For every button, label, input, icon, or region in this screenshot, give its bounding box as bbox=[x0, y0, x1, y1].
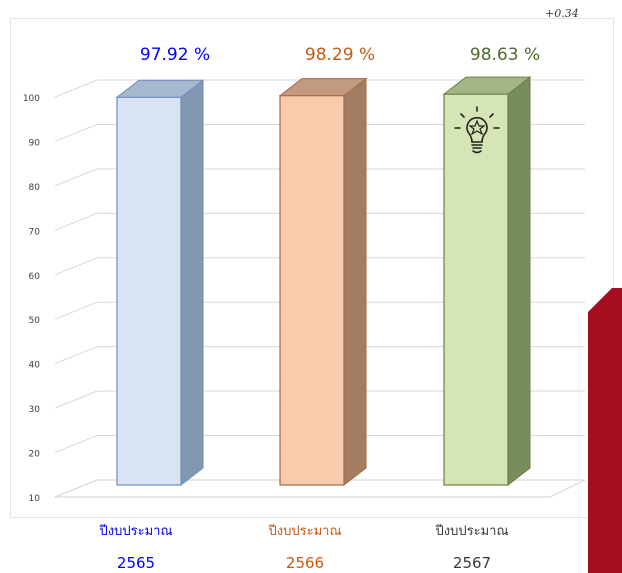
x-category-label: ปีงบประมาณ bbox=[235, 520, 375, 541]
bar-front bbox=[117, 97, 181, 485]
y-tick-label: 40 bbox=[29, 361, 41, 371]
data-label: 98.29 % bbox=[305, 45, 375, 65]
gridline-slant bbox=[55, 169, 97, 186]
gridline-slant bbox=[55, 391, 97, 408]
data-label: 98.63 % bbox=[470, 45, 540, 65]
gridline-slant bbox=[55, 80, 97, 97]
x-category-year: 2566 bbox=[235, 554, 375, 572]
y-tick-label: 70 bbox=[29, 227, 41, 237]
y-tick-label: 90 bbox=[29, 138, 41, 148]
y-tick-label: 10 bbox=[29, 494, 41, 504]
y-tick-label: 30 bbox=[29, 405, 41, 415]
bar-front bbox=[280, 96, 344, 485]
bar-side bbox=[508, 77, 530, 485]
gridline-slant bbox=[55, 258, 97, 275]
y-tick-label: 60 bbox=[29, 272, 41, 282]
gridline-slant bbox=[55, 124, 97, 141]
y-tick-label: 50 bbox=[29, 316, 41, 326]
y-tick-label: 100 bbox=[23, 94, 40, 104]
data-label: 97.92 % bbox=[140, 45, 210, 65]
bar-side bbox=[181, 80, 203, 485]
y-tick-label: 20 bbox=[29, 450, 41, 460]
gridline-slant bbox=[55, 302, 97, 319]
gridline-slant bbox=[55, 436, 97, 453]
x-category-year: 2567 bbox=[402, 554, 542, 572]
y-tick-label: 80 bbox=[29, 183, 41, 193]
bar-side bbox=[344, 79, 366, 485]
x-category-label: ปีงบประมาณ bbox=[66, 520, 206, 541]
x-category-year: 2565 bbox=[66, 554, 206, 572]
accent-shape bbox=[588, 288, 622, 573]
gridline-slant bbox=[55, 480, 97, 497]
x-category-label: ปีงบประมาณ bbox=[402, 520, 542, 541]
gridline-slant bbox=[55, 347, 97, 364]
gridline-slant bbox=[55, 213, 97, 230]
delta-annotation: +0.34 bbox=[545, 7, 579, 20]
